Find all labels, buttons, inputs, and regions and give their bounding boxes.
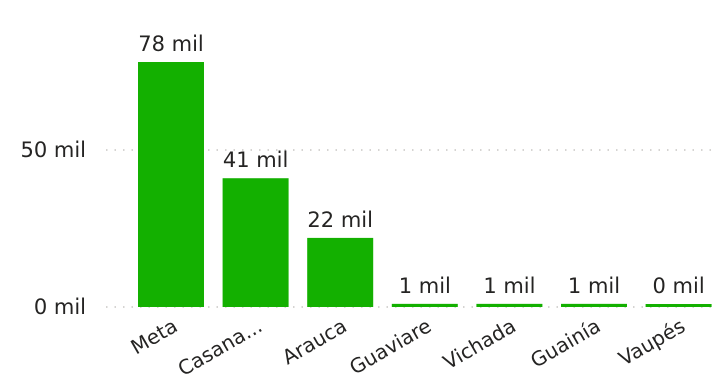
x-tick-label: Guaviare bbox=[345, 314, 435, 380]
x-tick-label: Vaupés bbox=[614, 314, 689, 371]
x-tick-label: Casana... bbox=[174, 314, 266, 381]
x-tick-label: Meta bbox=[126, 314, 181, 360]
x-tick-label: Arauca bbox=[278, 314, 351, 370]
bar-casana[interactable] bbox=[222, 178, 289, 307]
data-label: 1 mil bbox=[399, 274, 451, 298]
bars bbox=[138, 62, 712, 307]
y-tick-label: 0 mil bbox=[34, 295, 86, 319]
data-label: 41 mil bbox=[223, 148, 289, 172]
data-label: 78 mil bbox=[138, 32, 204, 56]
x-tick-label: Vichada bbox=[439, 314, 520, 375]
data-label: 0 mil bbox=[653, 274, 705, 298]
bar-meta[interactable] bbox=[138, 62, 204, 307]
bar-guaina[interactable] bbox=[561, 303, 627, 307]
x-tick-label: Guainía bbox=[526, 314, 604, 373]
y-tick-label: 50 mil bbox=[20, 138, 86, 162]
y-axis: 0 mil 50 mil bbox=[20, 138, 86, 319]
bar-guaviare[interactable] bbox=[391, 303, 458, 307]
bar-vichada[interactable] bbox=[476, 303, 543, 307]
bar-vaups[interactable] bbox=[645, 304, 712, 307]
data-labels: 78 mil 41 mil 22 mil 1 mil 1 mil 1 mil 0 mil bbox=[138, 32, 704, 298]
data-label: 1 mil bbox=[483, 274, 535, 298]
data-label: 22 mil bbox=[307, 208, 373, 232]
bar-arauca[interactable] bbox=[307, 237, 374, 307]
data-label: 1 mil bbox=[568, 274, 620, 298]
